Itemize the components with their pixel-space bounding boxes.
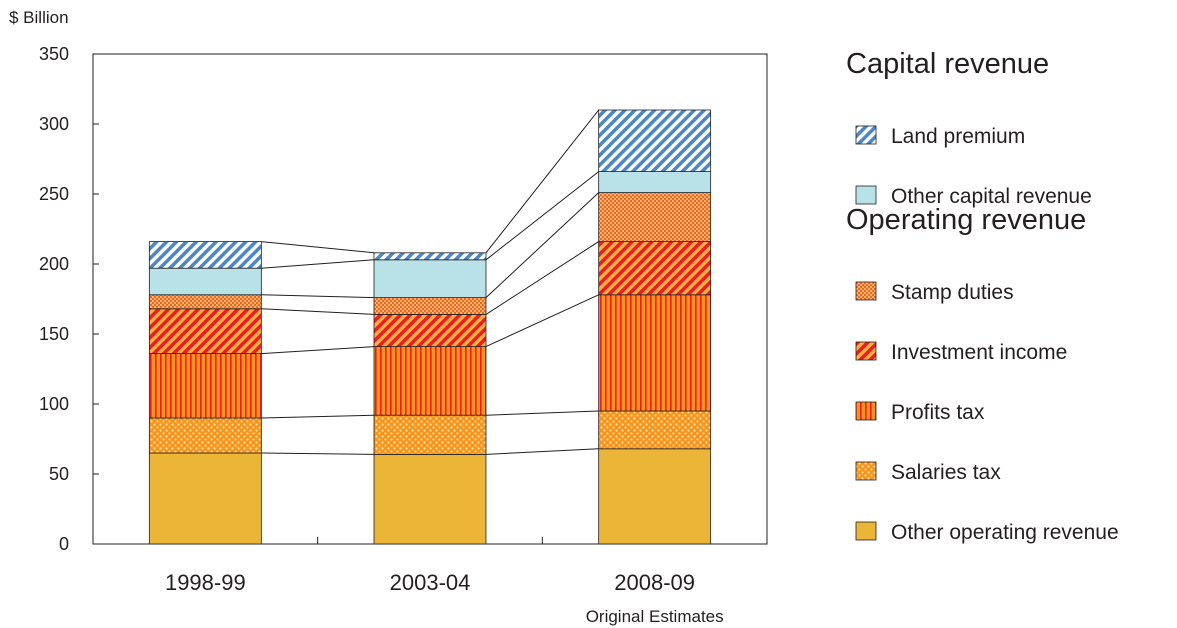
y-axis-unit-label: $ Billion — [9, 8, 69, 27]
bar-segment-other-operating-revenue — [148, 452, 262, 545]
bar-segment-stamp-duties — [373, 297, 487, 315]
connector-line — [261, 346, 375, 355]
bar-segment-other-capital-revenue — [598, 171, 712, 194]
legend-swatch-stamp-duties — [855, 281, 877, 301]
connector-line — [261, 259, 375, 269]
y-tick-label: 150 — [39, 324, 69, 344]
y-axis-ticks: 0 50 100 150 200 250 300 350 — [39, 44, 99, 554]
legend-swatch-profits-tax — [855, 401, 877, 421]
connector-line — [261, 294, 375, 299]
legend-label: Land premium — [891, 125, 1025, 148]
bar-segment-profits-tax — [373, 346, 487, 416]
connector-line — [485, 448, 599, 455]
y-tick-label: 300 — [39, 114, 69, 134]
bar-segment-salaries-tax — [148, 417, 262, 454]
bar-segment-other-operating-revenue — [598, 448, 712, 545]
bar-segment-profits-tax — [598, 294, 712, 412]
legend-label: Other operating revenue — [891, 521, 1119, 544]
x-tick-label: 2003-04 — [390, 570, 471, 595]
legend-swatch-other-operating-revenue — [855, 521, 877, 541]
y-tick-label: 200 — [39, 254, 69, 274]
y-tick-label: 350 — [39, 44, 69, 64]
legend-group-title: Capital revenue — [846, 48, 1049, 80]
legend-swatch-salaries-tax — [855, 461, 877, 481]
connector-line — [261, 241, 375, 254]
connector-line — [261, 414, 375, 419]
x-tick-label: 1998-99 — [165, 570, 246, 595]
bar-segment-stamp-duties — [598, 192, 712, 243]
x-tick-note: Original Estimates — [586, 607, 724, 626]
legend: Capital revenue Land premium Other capital… — [846, 48, 1119, 544]
connector-line — [485, 410, 599, 416]
x-axis-ticks: 1998-99 2003-04 2008-09 Original Estimates — [165, 537, 724, 626]
legend-label: Profits tax — [891, 401, 985, 424]
bar-segment-investment-income — [148, 308, 262, 354]
legend-label: Investment income — [891, 341, 1067, 364]
y-tick-label: 250 — [39, 184, 69, 204]
connector-line — [261, 308, 375, 315]
bar-segment-land-premium — [598, 109, 712, 172]
connector-line — [485, 171, 599, 261]
bar-segment-land-premium — [148, 241, 262, 269]
legend-label: Other capital revenue — [891, 185, 1092, 208]
legend-label: Stamp duties — [891, 281, 1014, 304]
bar-segment-stamp-duties — [148, 294, 262, 310]
legend-swatch-land-premium — [855, 125, 877, 145]
bar-segment-salaries-tax — [598, 410, 712, 450]
bar-segment-land-premium — [373, 252, 487, 261]
connector-line — [485, 109, 600, 254]
connector-line — [485, 241, 599, 315]
bar-segment-salaries-tax — [373, 414, 487, 455]
connector-line — [261, 452, 375, 455]
bars — [148, 109, 712, 545]
legend-group-title: Operating revenue — [846, 204, 1086, 236]
bar-segment-other-operating-revenue — [373, 453, 487, 545]
x-tick-label: 2008-09 — [614, 570, 695, 595]
bar-segment-other-capital-revenue — [373, 259, 487, 298]
legend-swatch-investment-income — [855, 341, 877, 361]
legend-label: Salaries tax — [891, 461, 1001, 484]
bar-segment-investment-income — [373, 313, 487, 347]
y-tick-label: 100 — [39, 394, 69, 414]
bar-segment-investment-income — [598, 241, 712, 296]
connector-lines — [261, 109, 600, 455]
connector-line — [485, 294, 599, 348]
y-tick-label: 0 — [59, 534, 69, 554]
legend-swatch-other-capital-revenue — [855, 185, 877, 205]
bar-segment-other-capital-revenue — [148, 267, 262, 296]
bar-segment-profits-tax — [148, 353, 262, 419]
connector-line — [485, 192, 600, 298]
y-tick-label: 50 — [49, 464, 69, 484]
